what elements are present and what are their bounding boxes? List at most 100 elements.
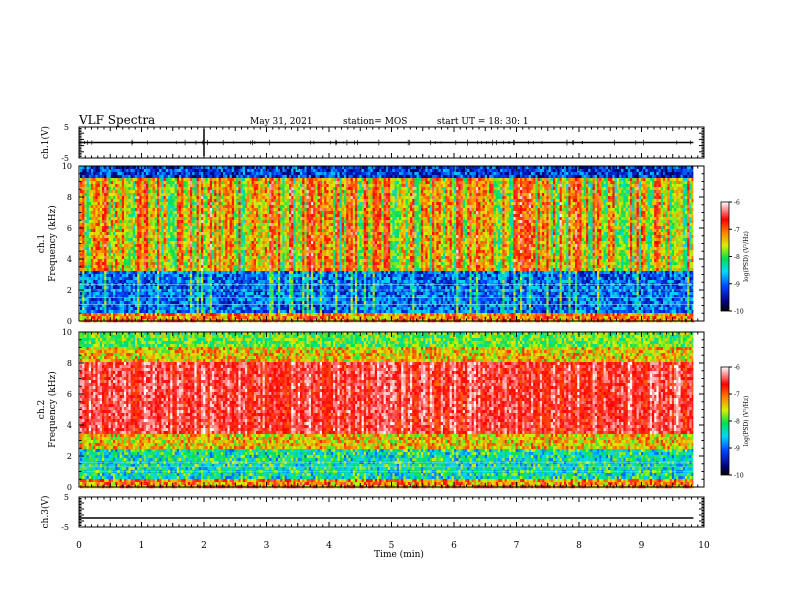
ch1-spectrogram-cell	[232, 211, 235, 214]
ch1-spectrogram-cell	[91, 307, 94, 310]
ch1-spectrogram-cell	[172, 310, 175, 313]
ch1-spectrogram-cell	[274, 178, 277, 181]
ch1-spectrogram-cell	[225, 214, 228, 217]
ch1-spectrogram-cell	[166, 244, 169, 247]
ch1-spectrogram-cell	[84, 280, 87, 283]
ch1-spectrogram-cell	[139, 247, 142, 250]
ch1-spectrogram-cell	[201, 247, 204, 250]
ch1-spectrogram-cell	[148, 307, 151, 310]
ch1-spectrogram-cell	[113, 241, 116, 244]
ch1-spectrogram-cell	[109, 289, 112, 292]
ch1-spectrogram-cell	[157, 316, 160, 319]
ch1-spectrogram-cell	[146, 169, 149, 172]
ch1-spectrogram-cell	[197, 277, 200, 280]
ch1-spectrogram-cell	[124, 268, 127, 271]
ch1-spectrogram-cell	[95, 214, 98, 217]
ch1-spectrogram-cell	[148, 187, 151, 190]
ch1-spectrogram-cell	[115, 301, 118, 304]
ch1-spectrogram-cell	[243, 292, 246, 295]
ch1-spectrogram-cell	[175, 316, 178, 319]
ch1-spectrogram-cell	[181, 199, 184, 202]
ch1-spectrogram-cell	[249, 265, 252, 268]
ch1-spectrogram-cell	[177, 217, 180, 220]
ch1-spectrogram-cell	[221, 205, 224, 208]
ch1-spectrogram-cell	[223, 262, 226, 265]
ch1-spectrogram-cell	[175, 229, 178, 232]
ch1-spectrogram-cell	[124, 175, 127, 178]
ch1-spectrogram-cell	[223, 289, 226, 292]
ch1-spectrogram-cell	[265, 274, 268, 277]
ch1-spectrogram-cell	[142, 193, 145, 196]
ch1-spectrogram-cell	[219, 313, 222, 316]
ch1-spectrogram-cell	[89, 214, 92, 217]
ch1-spectrogram-cell	[144, 256, 147, 259]
ch1-spectrogram-cell	[146, 280, 149, 283]
ch1-spectrogram-cell	[241, 187, 244, 190]
ch1-spectrogram-cell	[260, 247, 263, 250]
ch1-spectrogram-cell	[256, 178, 259, 181]
ch1-spectrogram-cell	[175, 199, 178, 202]
ch1-spectrogram-cell	[161, 175, 164, 178]
ch1-spectrogram-cell	[236, 181, 239, 184]
ch1-spectrogram-cell	[161, 277, 164, 280]
ch1-spectrogram-cell	[192, 208, 195, 211]
ch1-waveform-ylabel: ch.1(V)	[40, 126, 51, 159]
ch1-spectrogram-cell	[223, 193, 226, 196]
ch1-spectrogram-cell	[91, 265, 94, 268]
ch1-spectrogram-cell	[186, 253, 189, 256]
ch1-spectrogram-cell	[256, 175, 259, 178]
ch1-spectrogram-cell	[170, 184, 173, 187]
ch1-spectrogram-cell	[144, 265, 147, 268]
ch1-spectrogram-cell	[203, 280, 206, 283]
ch1-spectrogram-cell	[148, 193, 151, 196]
ch1-spectrogram-cell	[210, 193, 213, 196]
ch1-spectrogram-cell	[252, 181, 255, 184]
ch1-spectrogram-cell	[192, 310, 195, 313]
ch1-spectrogram-cell	[153, 223, 156, 226]
ch1-spectrogram-cell	[150, 247, 153, 250]
ch1-spectrogram-cell	[177, 211, 180, 214]
ch1-spectrogram-cell	[153, 238, 156, 241]
ch1-spectrogram-cell	[150, 268, 153, 271]
ch1-spectrogram-cell	[219, 169, 222, 172]
ch1-spectrogram-cell	[245, 211, 248, 214]
ch1-spectrogram-cell	[192, 256, 195, 259]
ch1-spectrogram-cell	[139, 259, 142, 262]
ch1-spectrogram-cell	[89, 193, 92, 196]
ch1-spectrogram-cell	[100, 301, 103, 304]
ch1-spectrogram-cell	[177, 193, 180, 196]
ch1-spectrogram-cell	[175, 268, 178, 271]
ch1-spectrogram-cell	[205, 280, 208, 283]
ch1-spectrogram-cell	[192, 289, 195, 292]
ch1-spectrogram-cell	[232, 172, 235, 175]
ch1-spectrogram-cell	[225, 310, 228, 313]
ch1-spectrogram-cell	[234, 277, 237, 280]
ch1-spectrogram-cell	[197, 202, 200, 205]
ch1-spectrogram-cell	[115, 232, 118, 235]
ch1-spectrogram-cell	[221, 178, 224, 181]
ch1-spectrogram-cell	[139, 310, 142, 313]
ch1-spectrogram-cell	[258, 232, 261, 235]
ch1-spectrogram-cell	[258, 211, 261, 214]
ch1-spectrogram-cell	[126, 175, 129, 178]
ch1-spectrogram-cell	[225, 181, 228, 184]
ch1-spectrogram-cell	[269, 196, 272, 199]
ch1-spectrogram-cell	[216, 226, 219, 229]
ch1-spectrogram-cell	[177, 268, 180, 271]
ch1-spectrogram-cell	[100, 313, 103, 316]
ch1-spectrogram-cell	[223, 205, 226, 208]
ch1-spectrogram-cell	[95, 262, 98, 265]
ch1-spectrogram-cell	[263, 199, 266, 202]
ch1-spectrogram-cell	[100, 271, 103, 274]
ch1-spectrogram-cell	[267, 184, 270, 187]
ch1-spectrogram-cell	[238, 229, 241, 232]
ch1-spectrogram-cell	[243, 271, 246, 274]
ch1-spectrogram-cell	[271, 310, 274, 313]
ch1-spectrogram-cell	[175, 262, 178, 265]
ch1-spectrogram-cell	[164, 250, 167, 253]
ch1-spectrogram-cell	[186, 256, 189, 259]
ch1-spectrogram-cell	[199, 196, 202, 199]
ch1-spectrogram-cell	[188, 223, 191, 226]
ch1-spectrogram-cell	[238, 196, 241, 199]
ch1-spectrogram-cell	[214, 277, 217, 280]
